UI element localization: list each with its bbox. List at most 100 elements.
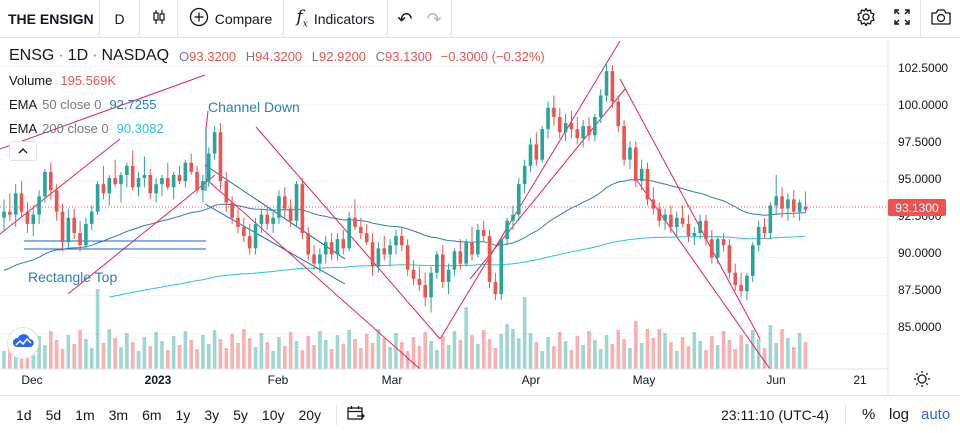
volume-bar bbox=[563, 341, 568, 369]
fullscreen-button[interactable] bbox=[884, 0, 920, 37]
candle-body bbox=[721, 239, 726, 246]
chart-type-button[interactable] bbox=[140, 0, 178, 37]
volume-bar bbox=[803, 342, 808, 369]
volume-bar bbox=[288, 332, 293, 369]
candle-body bbox=[37, 196, 41, 215]
camera-icon bbox=[930, 8, 952, 29]
candle-body bbox=[645, 168, 650, 200]
volume-bar bbox=[43, 345, 47, 369]
candle-body bbox=[499, 239, 504, 295]
volume-bar bbox=[628, 348, 632, 369]
logo-badge[interactable] bbox=[7, 327, 39, 359]
auto-scale-toggle[interactable]: auto bbox=[921, 406, 951, 423]
candle-body bbox=[13, 193, 18, 215]
candle-body bbox=[505, 220, 509, 240]
volume-bar bbox=[727, 340, 732, 369]
range-button[interactable]: 1m bbox=[75, 406, 95, 423]
symbol-search-button[interactable]: THE ENSIGN bbox=[0, 0, 100, 37]
candle-body bbox=[347, 217, 351, 249]
volume-bar bbox=[394, 333, 398, 369]
candle-body bbox=[546, 107, 550, 130]
range-button[interactable]: 10y bbox=[261, 406, 285, 423]
price-tick: 97.5000 bbox=[898, 135, 942, 149]
rectangle-top-label[interactable]: Rectangle Top bbox=[28, 269, 118, 285]
price-chart[interactable] bbox=[0, 39, 960, 395]
candle-body bbox=[376, 248, 381, 267]
indicators-button[interactable]: fx Indicators bbox=[284, 0, 388, 37]
candle-body bbox=[487, 236, 492, 282]
candle-body bbox=[382, 248, 387, 255]
snapshot-button[interactable] bbox=[920, 0, 960, 37]
volume-bar bbox=[604, 335, 609, 369]
range-button[interactable]: 20y bbox=[298, 406, 322, 423]
high-label: H bbox=[245, 48, 256, 64]
range-button[interactable]: 6m bbox=[142, 406, 162, 423]
volume-bar bbox=[411, 337, 416, 369]
candle-body bbox=[265, 214, 270, 224]
candle-body bbox=[470, 242, 474, 255]
volume-bar bbox=[528, 333, 533, 369]
range-button[interactable]: 3y bbox=[204, 406, 220, 423]
clock-time[interactable]: 23:11:10 (UTC-4) bbox=[721, 407, 829, 423]
candle-body bbox=[259, 214, 264, 224]
redo-icon[interactable]: ↷ bbox=[426, 8, 442, 29]
candle-body bbox=[84, 223, 88, 246]
interval-button[interactable]: D bbox=[100, 0, 140, 37]
volume-bar bbox=[318, 331, 322, 369]
range-button[interactable]: 5d bbox=[45, 406, 62, 423]
volume-bar bbox=[206, 344, 211, 369]
range-button[interactable]: 1d bbox=[16, 406, 32, 423]
volume-bar bbox=[721, 331, 726, 369]
trend-line bbox=[0, 138, 121, 235]
legend-main-row[interactable]: ENSG · 1D · NASDAQ O93.3200 H94.3200 L92… bbox=[9, 44, 545, 68]
candle-body bbox=[423, 284, 427, 298]
candle-body bbox=[452, 251, 457, 270]
volume-bar bbox=[259, 333, 264, 369]
candle-body bbox=[669, 214, 673, 227]
candle-body bbox=[657, 208, 661, 221]
candle-body bbox=[89, 211, 94, 224]
volume-bar bbox=[125, 333, 129, 369]
low-value: 92.9200 bbox=[319, 48, 367, 64]
candle-body bbox=[160, 178, 164, 185]
candle-body bbox=[136, 178, 141, 188]
volume-bar bbox=[300, 350, 305, 369]
percent-scale-toggle[interactable]: % bbox=[862, 406, 876, 423]
compare-button[interactable]: Compare bbox=[178, 0, 284, 37]
volume-bar bbox=[797, 333, 802, 369]
candle-body bbox=[762, 226, 767, 234]
volume-value: 195.569K bbox=[60, 72, 117, 88]
time-tick: 2023 bbox=[144, 373, 172, 387]
channel-down-label[interactable]: Channel Down bbox=[208, 99, 300, 115]
legend-ema50-row[interactable]: EMA 50 close 0 92.7255 bbox=[9, 92, 545, 116]
volume-bar bbox=[692, 332, 697, 369]
volume-bar bbox=[417, 346, 422, 369]
legend-ema200-row[interactable]: EMA 200 close 0 90.3082 bbox=[9, 116, 545, 140]
date-range-button[interactable] bbox=[347, 405, 365, 425]
candle-body bbox=[563, 123, 568, 133]
symbol-label: THE ENSIGN bbox=[8, 10, 94, 27]
candle-body bbox=[125, 165, 129, 175]
candle-body bbox=[388, 245, 392, 255]
log-scale-toggle[interactable]: log bbox=[889, 406, 910, 423]
legend-volume-row[interactable]: Volume 195.569K bbox=[9, 68, 545, 92]
volume-bar bbox=[575, 336, 580, 369]
volume-bar bbox=[142, 337, 147, 369]
candle-body bbox=[283, 196, 287, 209]
trend-line bbox=[0, 74, 206, 150]
volume-bar bbox=[569, 350, 574, 369]
time-axis-settings-button[interactable] bbox=[913, 370, 931, 393]
settings-button[interactable] bbox=[848, 0, 884, 37]
range-button[interactable]: 5y bbox=[233, 406, 248, 423]
undo-icon[interactable]: ↶ bbox=[397, 8, 413, 29]
volume-bar bbox=[265, 342, 270, 369]
candle-body bbox=[756, 226, 761, 246]
top-toolbar: THE ENSIGN D Compare fx Indicators ↶ ↷ bbox=[0, 0, 960, 38]
candle-body bbox=[616, 101, 621, 127]
volume-bar bbox=[634, 321, 638, 369]
range-button[interactable]: 3m bbox=[108, 406, 129, 423]
range-button[interactable]: 1y bbox=[175, 406, 191, 423]
volume-bar bbox=[101, 343, 106, 369]
candle-body bbox=[704, 220, 708, 240]
legend-collapse-button[interactable] bbox=[9, 141, 37, 161]
